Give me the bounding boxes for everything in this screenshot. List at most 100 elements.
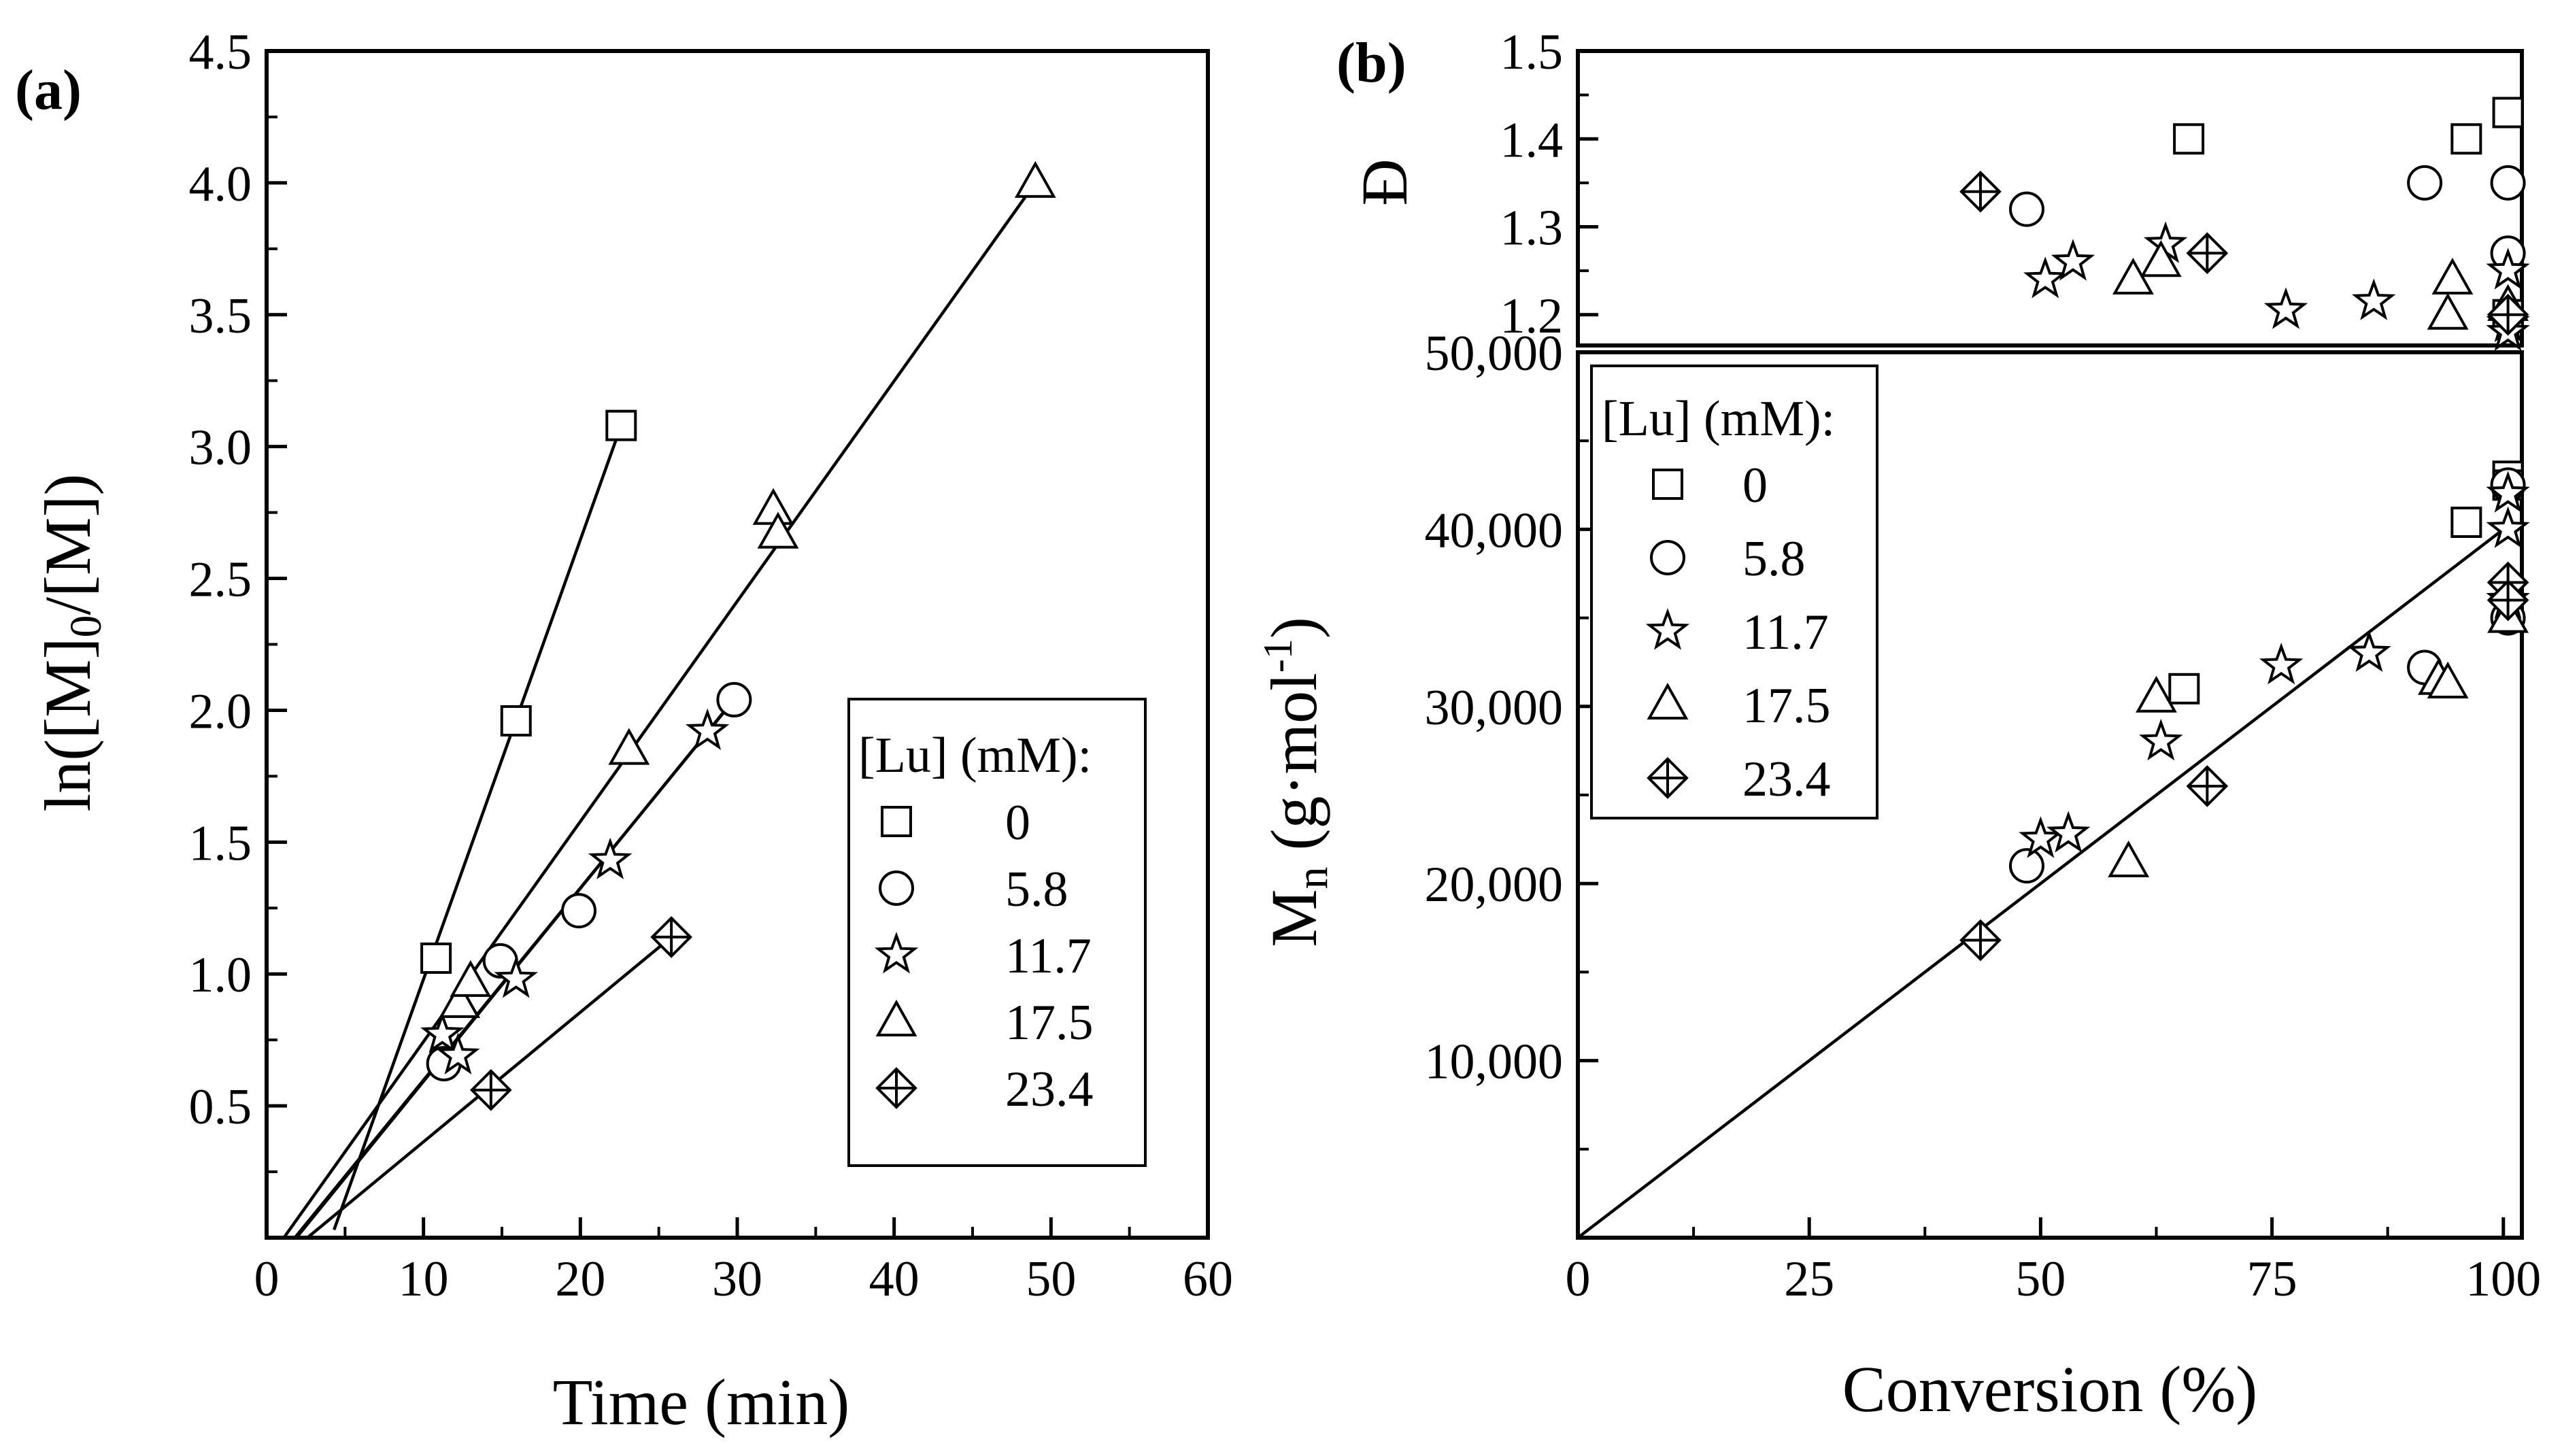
legend-marker-triangle [875, 999, 917, 1036]
legend-marker-square [1652, 469, 1683, 500]
fit-line-0 [333, 424, 623, 1231]
legend-label: 0 [1742, 458, 1768, 513]
data-point-star-11-7 [420, 1011, 465, 1053]
data-point-diamond-23-4 [470, 1069, 512, 1111]
data-point-triangle-17-5 [2108, 840, 2150, 877]
data-point-diamond-23-4 [2487, 579, 2529, 622]
panel-b-legend-items: 0 5.8 11.7 17.5 23.4 [1645, 458, 1831, 807]
legend-marker-diamond [1647, 757, 1689, 799]
panel-b-top-y-axis-title: Đ [1348, 158, 1421, 205]
panel-a-legend: [Lu] (mM): 0 5.8 11.7 17.5 23.4 [847, 698, 1147, 1167]
data-point-diamond-23-4 [2186, 232, 2229, 275]
data-point-star-11-7 [2347, 630, 2391, 673]
y-tick-label: 4.0 [189, 156, 252, 212]
x-tick-label: 20 [555, 1251, 605, 1307]
panel-b-legend: [Lu] (mM): 0 5.8 11.7 17.5 23.4 [1590, 365, 1878, 819]
data-point-triangle-17-5 [2140, 240, 2182, 277]
data-point-triangle-17-5 [2427, 292, 2469, 330]
y-tick-label: 2.0 [189, 683, 252, 739]
panel-a-y-axis-title: ln([M]0/[M]) [31, 474, 111, 812]
panel-b-bottom-y-axis-title: Mn (g·mol-1) [1255, 617, 1337, 947]
legend-marker-star [1645, 608, 1690, 650]
legend-label: 11.7 [1005, 928, 1092, 984]
data-point-star-11-7 [2019, 816, 2063, 858]
fit-line-theory [1577, 524, 2509, 1239]
y-tick-label: 10,000 [1425, 1034, 1564, 1090]
legend-label: 17.5 [1742, 678, 1831, 734]
data-point-star-11-7 [2259, 643, 2304, 685]
legend-label: 23.4 [1742, 751, 1831, 807]
y-tick-label: 1.5 [1500, 24, 1564, 80]
data-point-triangle-17-5 [608, 728, 650, 765]
x-tick-label: 100 [2465, 1251, 2541, 1307]
data-point-star-11-7 [2486, 471, 2530, 513]
data-point-square-0 [605, 409, 637, 441]
legend-label: 5.8 [1005, 862, 1068, 917]
panel-a-legend-items: 0 5.8 11.7 17.5 23.4 [874, 795, 1094, 1117]
panel-a-label: (a) [15, 58, 82, 122]
panel-a-tick-labels: 0 10 20 30 40 50 60 0.5 1.0 1.5 2.0 2.5 3.0 3.5 4.0 4.5 [189, 24, 1234, 1307]
panel-a-y-title-subscript: 0 [61, 615, 111, 638]
y-tick-label: 3.5 [189, 288, 252, 344]
data-point-star-11-7 [436, 1032, 480, 1074]
panel-b-top: 1.2 1.3 1.4 1.5 (b) Đ [1336, 24, 2530, 352]
y-tick-label: 1.0 [189, 947, 252, 1003]
legend-marker-star [874, 932, 919, 974]
panel-a-y-title-part-1: ln([M] [31, 638, 104, 812]
data-point-diamond-23-4 [650, 916, 692, 958]
data-point-triangle-17-5 [439, 981, 481, 1018]
data-point-star-11-7 [2486, 506, 2530, 548]
x-tick-label: 60 [1183, 1251, 1233, 1307]
panel-b-top-markers [1959, 97, 2530, 352]
x-tick-label: 75 [2247, 1251, 2297, 1307]
panel-b-legend-title: [Lu] (mM): [1602, 391, 1835, 447]
y-tick-label: 1.3 [1500, 201, 1564, 256]
fit-line-17-5 [282, 182, 1037, 1239]
data-point-circle-5-8 [2407, 165, 2443, 201]
data-point-star-11-7 [2351, 278, 2396, 320]
data-point-circle-5-8 [561, 893, 597, 929]
panel-b-top-tick-labels: 1.2 1.3 1.4 1.5 [1500, 24, 1564, 344]
panel-b-label: (b) [1336, 31, 1406, 95]
panel-b-top-ticks [1578, 49, 1598, 317]
data-point-triangle-17-5 [2431, 257, 2474, 295]
x-tick-label: 30 [712, 1251, 762, 1307]
data-point-square-0 [2450, 506, 2482, 538]
panel-b-legend-frame [1590, 365, 1878, 819]
x-tick-label: 10 [399, 1251, 449, 1307]
data-point-square-0 [2168, 673, 2200, 705]
data-point-star-11-7 [2263, 287, 2308, 329]
data-point-diamond-23-4 [2186, 765, 2229, 807]
panel-a: 0 10 20 30 40 50 60 0.5 1.0 1.5 2.0 2.5 3.0 3.5 4.0 4.5… [15, 24, 1233, 1438]
data-point-diamond-23-4 [1959, 170, 2002, 213]
data-point-diamond-23-4 [2487, 293, 2529, 336]
data-point-star-11-7 [2046, 811, 2091, 853]
panel-b-top-plot-frame [1576, 49, 2524, 348]
legend-marker-triangle [1647, 682, 1689, 719]
data-point-square-0 [2450, 123, 2482, 155]
legend-label: 17.5 [1005, 995, 1094, 1051]
data-point-square-0 [2173, 123, 2205, 155]
panel-b-bottom-tick-labels: 0 25 50 75 100 10,000 20,000 30,000 40,000 50,000 [1425, 326, 2542, 1307]
data-point-circle-5-8 [716, 681, 752, 717]
x-tick-label: 25 [1784, 1251, 1834, 1307]
legend-marker-diamond [875, 1067, 917, 1109]
panel-a-markers [420, 160, 1056, 1111]
data-point-star-11-7 [2051, 239, 2095, 281]
legend-marker-circle [879, 870, 914, 906]
data-point-triangle-17-5 [2136, 675, 2177, 713]
panel-b-bottom-fit-lines [1577, 524, 2509, 1239]
data-point-circle-5-8 [2008, 848, 2044, 884]
x-tick-label: 40 [869, 1251, 920, 1307]
panel-a-legend-title: [Lu] (mM): [858, 728, 1092, 783]
panel-b-y-title-part-3: ) [1258, 617, 1330, 639]
data-point-star-11-7 [2139, 719, 2183, 761]
legend-label: 23.4 [1005, 1062, 1094, 1117]
panel-a-ticks [265, 49, 1210, 1238]
x-tick-label: 0 [254, 1251, 280, 1307]
panel-b-y-title-part-2: (g·mol [1258, 673, 1330, 866]
data-point-star-11-7 [588, 837, 633, 879]
y-tick-label: 3.0 [189, 420, 252, 476]
panel-b-bottom-x-axis-title: Conversion (%) [1842, 1353, 2258, 1425]
